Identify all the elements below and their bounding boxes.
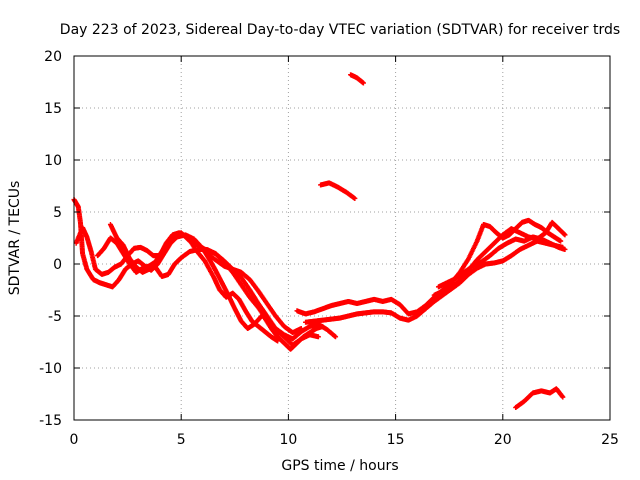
series-track-k <box>348 72 366 86</box>
x-tick-label: 5 <box>177 432 186 448</box>
data-point <box>560 394 566 400</box>
series-track-e <box>204 251 304 336</box>
tick-labels: 0 5 10 15 20 25 -15 -10 -5 0 5 10 15 20 <box>39 49 619 448</box>
chart-title: Day 223 of 2023, Sidereal Day-to-day VTE… <box>60 22 620 38</box>
series-track-j <box>318 180 358 201</box>
axis-ticks <box>73 55 611 421</box>
y-tick-label: -10 <box>39 361 62 377</box>
y-tick-label: 10 <box>44 153 62 169</box>
plot-frame <box>73 55 611 421</box>
series-track-g <box>303 238 566 325</box>
x-tick-label: 25 <box>601 432 619 448</box>
y-tick-label: 15 <box>44 101 62 117</box>
x-tick-label: 15 <box>387 432 405 448</box>
y-tick-label: 20 <box>44 49 62 65</box>
y-tick-label: 5 <box>53 205 62 221</box>
x-axis-title: GPS time / hours <box>281 458 398 474</box>
series-track-h <box>431 219 568 298</box>
data-markers <box>71 72 568 411</box>
data-point <box>562 246 568 252</box>
data-point <box>333 334 339 340</box>
data-point <box>298 325 304 331</box>
series-track-a <box>71 197 326 352</box>
plot-border <box>73 55 611 421</box>
data-point <box>275 338 281 344</box>
y-tick-label: 0 <box>53 257 62 273</box>
series-track-d <box>95 230 321 348</box>
data-point <box>558 238 564 244</box>
x-tick-label: 10 <box>279 432 297 448</box>
data-point <box>352 195 358 201</box>
x-tick-label: 20 <box>494 432 512 448</box>
x-tick-label: 0 <box>70 432 79 448</box>
data-point <box>360 80 366 86</box>
y-tick-label: -5 <box>48 309 62 325</box>
series-track-i <box>435 234 568 290</box>
series-track-l <box>513 386 566 411</box>
data-point <box>315 334 321 340</box>
y-tick-label: -15 <box>39 413 62 429</box>
data-point <box>562 232 568 238</box>
y-axis-title: SDTVAR / TECUs <box>7 181 23 296</box>
